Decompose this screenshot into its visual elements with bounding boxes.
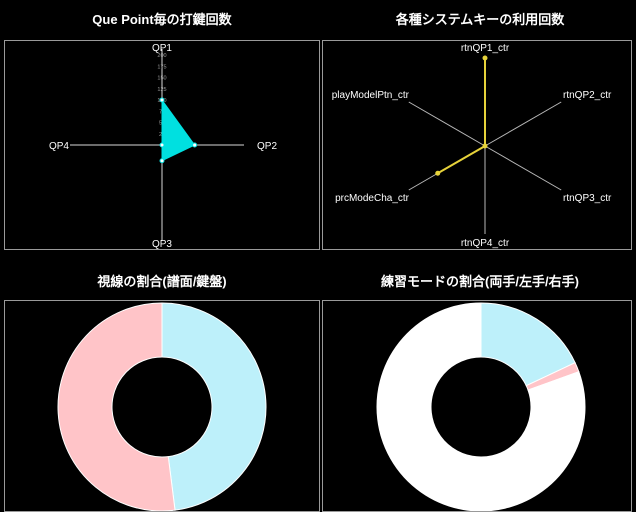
practice-mode-slice-3 <box>376 302 586 511</box>
donut-practice-mode-title: 練習モードの割合(両手/左手/右手) <box>381 274 579 289</box>
tick-label-175: 175 <box>157 64 166 70</box>
donut-practice-mode-chart <box>376 302 586 511</box>
axis-label-rtnqp4-ctr: rtnQP4_ctr <box>461 238 510 249</box>
axis-label-qp1: QP1 <box>152 43 172 54</box>
qp-point-qp4 <box>159 142 165 148</box>
radar-qp-chart: QP1QP2QP3QP4255075100125150175200 <box>49 43 277 249</box>
axis-label-rtnqp3-ctr: rtnQP3_ctr <box>563 193 612 204</box>
gaze-slice-2 <box>57 302 176 511</box>
system-keys-center-point <box>482 143 488 149</box>
radar-system-keys-panel: rtnQP1_ctr rtnQP2_ctr rtnQP3_ctr rtnQP4_ctr… <box>322 40 632 250</box>
axis-label-rtnqp2-ctr: rtnQP2_ctr <box>563 90 612 101</box>
axis-label-rtnqp1-ctr: rtnQP1_ctr <box>461 43 510 54</box>
radar-qp-title: Que Point毎の打鍵回数 <box>92 12 232 27</box>
donut-gaze-panel <box>4 300 320 512</box>
axis-label-qp3: QP3 <box>152 239 172 249</box>
donut-gaze-title: 視線の割合(譜面/鍵盤) <box>97 274 227 289</box>
system-keys-point-prcmodecha-ctr <box>435 170 441 176</box>
axis-line-playmodelptn-ctr <box>408 101 486 147</box>
tick-label-200: 200 <box>157 53 166 59</box>
axis-label-playmodelptn-ctr: playModelPtn_ctr <box>332 90 410 101</box>
tick-label-125: 125 <box>157 87 166 93</box>
axis-label-prcmodecha-ctr: prcModeCha_ctr <box>335 193 410 204</box>
qp-point-qp1 <box>159 97 165 103</box>
axis-label-qp2: QP2 <box>257 141 277 152</box>
tick-label-150: 150 <box>157 76 166 82</box>
axis-line-rtnqp3-ctr <box>484 145 562 191</box>
axis-line-rtnqp2-ctr <box>484 101 562 147</box>
system-keys-point-rtnqp1-ctr <box>482 55 488 61</box>
qp-series-area <box>161 98 196 162</box>
donut-practice-mode-panel <box>322 300 632 512</box>
radar-qp-panel: QP1QP2QP3QP4255075100125150175200 <box>4 40 320 250</box>
donut-gaze-chart <box>57 302 267 511</box>
radar-system-keys-title: 各種システムキーの利用回数 <box>395 12 565 27</box>
qp-point-qp3 <box>159 158 165 164</box>
radar-system-keys-chart: rtnQP1_ctr rtnQP2_ctr rtnQP3_ctr rtnQP4_ctr… <box>332 43 612 249</box>
system-keys-series-area <box>437 58 486 175</box>
qp-point-qp2 <box>192 142 198 148</box>
gaze-slice-1 <box>161 302 267 511</box>
axis-label-qp4: QP4 <box>49 141 69 152</box>
